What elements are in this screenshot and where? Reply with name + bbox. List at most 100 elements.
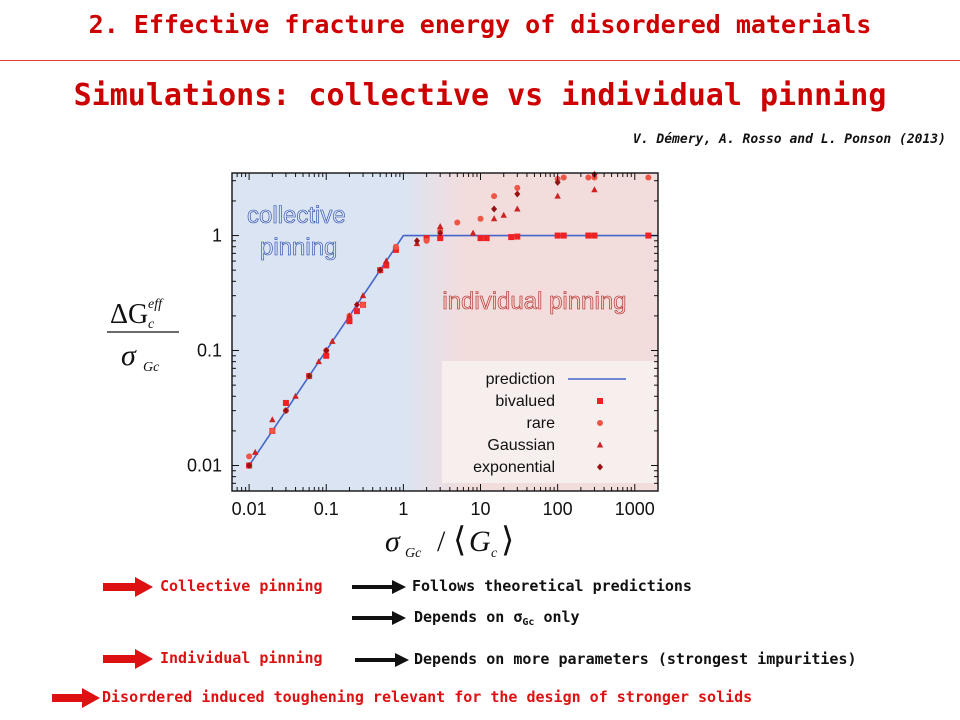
rare-point (269, 427, 276, 434)
exponential-point (437, 229, 444, 237)
bivalued-point (392, 246, 399, 253)
black-arrow-icon (355, 653, 409, 667)
rare-point (360, 301, 367, 308)
pinning-chart: collective pinning individual pinning predi… (107, 170, 659, 560)
bivalued-point (560, 232, 567, 239)
y-tick-label: 0.01 (187, 455, 222, 475)
bivalued-point (554, 232, 561, 239)
exponential-point (323, 347, 330, 355)
y-label-gc: Gc (143, 360, 160, 375)
bivalued-point (323, 352, 330, 359)
x-tick-label: 100 (543, 499, 573, 519)
x-label-langle: ⟨ (453, 522, 466, 559)
x-label-c-sub: c (491, 546, 498, 560)
bivalued-point (353, 308, 360, 315)
section-title: 2. Effective fracture energy of disorder… (88, 10, 872, 39)
rare-point (491, 193, 498, 200)
bivalued-point (508, 234, 515, 241)
exponential-point (377, 266, 384, 274)
black-arrow-icon (352, 580, 406, 594)
red-arrow-icon (103, 649, 153, 669)
gaussian-point (292, 392, 299, 399)
exponential-point (353, 301, 360, 309)
gaussian-point (359, 292, 367, 299)
legend-marker (597, 398, 603, 404)
rare-point (423, 237, 430, 244)
y-label-eff: eff (148, 297, 164, 312)
gaussian-point (315, 358, 322, 365)
legend-box (442, 361, 656, 483)
y-label-sigma: σ (121, 339, 137, 372)
gaussian-point (329, 337, 336, 344)
legend-label: exponential (473, 459, 555, 476)
rare-point (560, 174, 567, 181)
bivalued-point (282, 399, 289, 406)
individual-result: Depends on more parameters (strongest im… (414, 650, 857, 668)
depends-on-prefix: Depends on (414, 608, 514, 626)
bivalued-point (437, 235, 444, 242)
bivalued-point (591, 232, 598, 239)
x-tick-label: 10 (470, 499, 490, 519)
gaussian-point (383, 257, 390, 264)
legend-marker (597, 463, 603, 471)
y-tick-label: 1 (212, 226, 222, 246)
individual-pinning-label: Individual pinning (160, 649, 323, 667)
bivalued-point (383, 262, 390, 269)
legend-label: Gaussian (487, 437, 555, 454)
bivalued-point (483, 235, 490, 242)
y-label-c: c (148, 317, 155, 332)
gaussian-point (252, 448, 259, 455)
gaussian-point (436, 222, 444, 229)
title-divider (0, 60, 960, 61)
collective-pinning-label: Collective pinning (160, 577, 323, 595)
collective-region-label: pinning (260, 234, 337, 261)
exponential-point (282, 407, 289, 415)
gaussian-point (591, 186, 598, 193)
legend-marker (597, 420, 603, 426)
individual-region-label: individual pinning (442, 288, 626, 315)
sigma-symbol: σ (513, 608, 523, 626)
x-label-gc-sub: Gc (405, 546, 422, 560)
gaussian-point (514, 205, 521, 212)
x-tick-label: 0.01 (232, 499, 267, 519)
y-axis-label: ΔG eff cσ Gc (107, 297, 179, 375)
legend-marker (596, 441, 604, 448)
gaussian-point (269, 416, 276, 423)
citation: V. Démery, A. Rosso and L. Ponson (2013) (632, 132, 946, 147)
gaussian-point (500, 211, 507, 218)
rare-point (514, 184, 521, 191)
collective-result-predictions: Follows theoretical predictions (412, 577, 692, 595)
x-tick-label: 1000 (615, 499, 655, 519)
collective-region-label: collective (247, 202, 346, 229)
slide-title: Simulations: collective vs individual pi… (73, 78, 887, 113)
bivalued-point (585, 232, 592, 239)
black-arrow-icon (352, 611, 406, 625)
legend-label: bivalued (495, 393, 555, 410)
bivalued-point (477, 235, 484, 242)
gaussian-point (554, 192, 561, 199)
red-arrow-icon (52, 688, 100, 708)
exponential-point (491, 205, 498, 213)
legend-label: rare (527, 415, 556, 432)
exponential-point (306, 372, 313, 380)
gaussian-point (346, 312, 353, 319)
x-tick-label: 0.1 (314, 499, 339, 519)
gaussian-point (469, 229, 477, 236)
rare-point (392, 243, 399, 250)
legend-label: prediction (486, 371, 555, 388)
only-suffix: only (534, 608, 580, 626)
prediction-line (248, 234, 658, 466)
x-tick-label: 1 (398, 499, 408, 519)
final-conclusion: Disordered induced toughening relevant f… (102, 688, 753, 706)
x-label-slash: / (437, 525, 446, 558)
collective-result-sigma: Depends on σGc only (414, 608, 580, 628)
bivalued-point (645, 232, 652, 239)
y-tick-label: 0.1 (197, 341, 222, 361)
x-label-g: G (469, 525, 491, 558)
bivalued-point (514, 233, 521, 240)
rare-point (246, 453, 253, 460)
gaussian-point (490, 215, 498, 222)
rare-point (477, 215, 484, 222)
rare-point (645, 174, 652, 181)
exponential-point (554, 178, 561, 186)
